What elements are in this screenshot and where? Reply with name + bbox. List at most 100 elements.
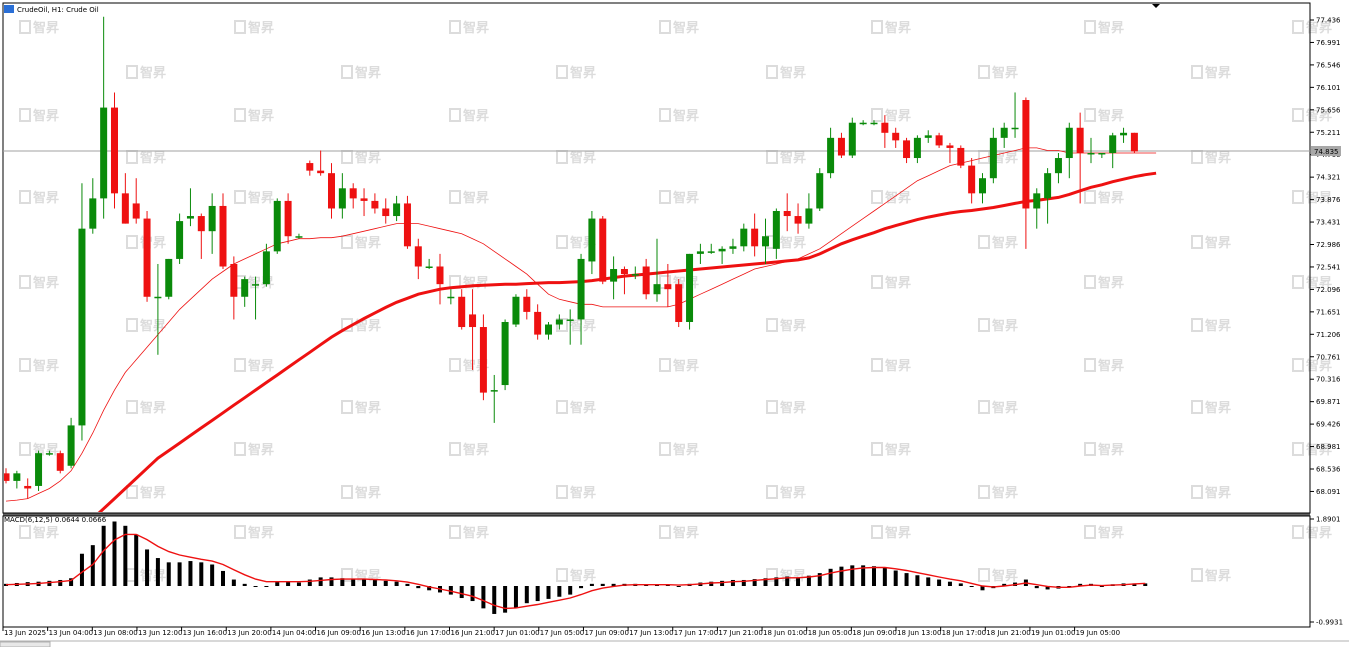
candle-body bbox=[35, 453, 43, 486]
candle-body bbox=[4, 473, 10, 481]
macd-bar bbox=[329, 577, 334, 586]
price-tick-label: 72.096 bbox=[1316, 286, 1341, 294]
time-label: 13 Jun 04:00 bbox=[49, 629, 93, 637]
macd-bar bbox=[145, 549, 150, 586]
macd-bar bbox=[231, 579, 236, 586]
candle bbox=[458, 289, 466, 330]
candle bbox=[208, 193, 216, 254]
price-tick-label: 70.316 bbox=[1316, 376, 1341, 384]
candle bbox=[892, 127, 900, 148]
candle bbox=[317, 150, 325, 176]
watermark-text: 智昇 bbox=[33, 358, 59, 374]
candle bbox=[870, 120, 878, 126]
watermark-logo-icon bbox=[871, 525, 883, 539]
watermark-text: 智昇 bbox=[570, 568, 596, 584]
candle bbox=[783, 193, 791, 232]
watermark-text: 智昇 bbox=[1306, 20, 1332, 36]
macd-bar bbox=[351, 578, 356, 586]
macd-bar bbox=[1034, 586, 1039, 589]
macd-bar bbox=[915, 575, 920, 586]
macd-bar bbox=[210, 564, 215, 586]
candle bbox=[881, 115, 889, 148]
watermark-text: 智昇 bbox=[570, 150, 596, 166]
macd-bar bbox=[188, 561, 193, 586]
watermark-text: 智昇 bbox=[355, 150, 381, 166]
candle bbox=[1054, 152, 1062, 184]
watermark-logo-icon bbox=[978, 568, 990, 582]
macd-bar bbox=[47, 580, 52, 586]
candle bbox=[935, 132, 943, 148]
candle-body bbox=[295, 236, 303, 238]
watermark-text: 智昇 bbox=[248, 275, 274, 291]
chart-shift-marker-icon[interactable] bbox=[1152, 4, 1160, 8]
macd-bar bbox=[861, 565, 866, 586]
macd-bar bbox=[362, 579, 367, 586]
candle bbox=[447, 289, 455, 305]
candle bbox=[262, 243, 270, 287]
watermark-logo-icon bbox=[1084, 358, 1096, 372]
watermark-text: 智昇 bbox=[33, 108, 59, 124]
watermark-logo-icon bbox=[871, 442, 883, 456]
macd-bar bbox=[741, 579, 746, 586]
candle-body bbox=[197, 216, 205, 232]
candle bbox=[403, 195, 411, 249]
candle bbox=[686, 253, 694, 330]
candle bbox=[186, 188, 194, 227]
macd-bar bbox=[177, 562, 182, 586]
candle-body bbox=[968, 165, 976, 194]
candle-body bbox=[403, 203, 411, 247]
macd-bar bbox=[69, 578, 74, 586]
macd-bar bbox=[394, 581, 399, 586]
macd-panel bbox=[2, 513, 1311, 628]
candle-body bbox=[284, 200, 292, 237]
candle-body bbox=[1130, 132, 1138, 152]
candle-body bbox=[783, 211, 791, 217]
watermark-logo-icon bbox=[449, 108, 461, 122]
time-label: 19 Jun 05:00 bbox=[1076, 629, 1120, 637]
macd-bar bbox=[947, 581, 952, 586]
candle-body bbox=[1120, 132, 1128, 136]
watermark-logo-icon bbox=[871, 275, 883, 289]
candle-body bbox=[1109, 135, 1117, 153]
price-tick-label: 69.871 bbox=[1316, 398, 1341, 406]
candle-body bbox=[989, 137, 997, 179]
candle-body bbox=[165, 258, 173, 297]
candle-body bbox=[979, 178, 986, 194]
candle bbox=[328, 163, 335, 219]
candle bbox=[295, 233, 303, 239]
candle-body bbox=[729, 246, 737, 249]
watermark-logo-icon bbox=[1084, 20, 1096, 34]
watermark-logo-icon bbox=[659, 525, 671, 539]
macd-signal-line bbox=[5, 533, 1146, 610]
watermark-logo-icon bbox=[234, 190, 246, 204]
watermark-text: 智昇 bbox=[992, 568, 1018, 584]
watermark-logo-icon bbox=[1084, 525, 1096, 539]
macd-bar bbox=[4, 583, 8, 586]
candle bbox=[729, 238, 737, 254]
candle-body bbox=[794, 216, 802, 224]
macd-bar bbox=[568, 586, 573, 595]
watermark-logo-icon bbox=[126, 400, 138, 414]
candle bbox=[696, 243, 704, 264]
candle-body bbox=[458, 296, 466, 328]
macd-bar bbox=[1078, 583, 1083, 586]
price-panel bbox=[2, 2, 1311, 514]
macd-bar bbox=[1143, 583, 1148, 586]
watermark-text: 智昇 bbox=[1098, 275, 1124, 291]
macd-bar bbox=[134, 534, 139, 586]
watermark-text: 智昇 bbox=[992, 65, 1018, 81]
price-tick-label: 76.101 bbox=[1316, 84, 1341, 92]
candle bbox=[425, 258, 433, 270]
time-label: 16 Jun 09:00 bbox=[317, 629, 361, 637]
price-tick-label: 75.211 bbox=[1316, 129, 1341, 137]
watermark-logo-icon bbox=[449, 190, 461, 204]
macd-bar bbox=[774, 577, 779, 586]
candle-body bbox=[1022, 100, 1030, 209]
time-label: 18 Jun 21:00 bbox=[986, 629, 1030, 637]
macd-bar bbox=[785, 576, 790, 586]
candle-body bbox=[360, 198, 368, 201]
candle-body bbox=[1054, 158, 1062, 174]
macd-bar bbox=[253, 586, 258, 587]
watermark-text: 智昇 bbox=[463, 20, 489, 36]
candle-body bbox=[262, 251, 270, 285]
